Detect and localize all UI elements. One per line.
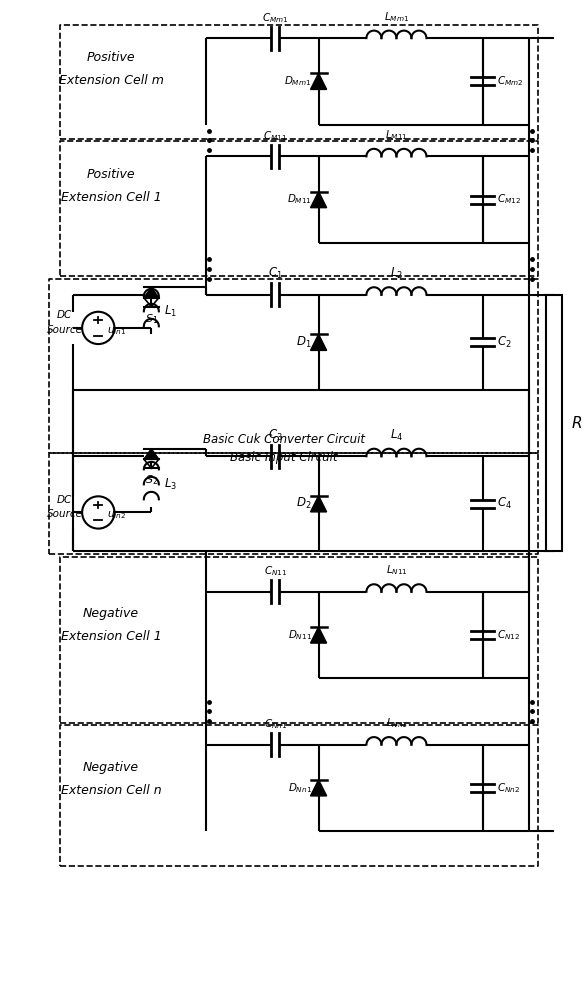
Text: $C_4$: $C_4$	[497, 496, 512, 511]
Text: Negative: Negative	[83, 607, 139, 620]
Text: $C_2$: $C_2$	[497, 335, 511, 350]
Text: $C_{Nn2}$: $C_{Nn2}$	[497, 781, 521, 795]
Text: $R$: $R$	[571, 415, 582, 431]
Text: $C_{N11}$: $C_{N11}$	[264, 565, 287, 578]
Text: $L_3$: $L_3$	[164, 477, 177, 492]
Text: $C_1$: $C_1$	[268, 266, 283, 281]
Text: Basic Input Circuit: Basic Input Circuit	[230, 451, 338, 464]
Text: $S_2$: $S_2$	[144, 473, 158, 487]
Text: $C_{Mm2}$: $C_{Mm2}$	[497, 74, 524, 88]
Polygon shape	[144, 449, 159, 459]
Text: Negative: Negative	[83, 761, 139, 774]
Text: $L_4$: $L_4$	[390, 428, 403, 443]
Text: $D_1$: $D_1$	[295, 335, 311, 350]
Text: $D_2$: $D_2$	[295, 496, 311, 511]
Text: $u_{in2}$: $u_{in2}$	[107, 509, 126, 521]
Text: $L_{Mm1}$: $L_{Mm1}$	[384, 10, 409, 24]
Text: $D_{Nn1}$: $D_{Nn1}$	[288, 781, 312, 795]
Text: $D_{M11}$: $D_{M11}$	[287, 193, 312, 206]
Text: $D_{Mm1}$: $D_{Mm1}$	[284, 74, 312, 88]
Text: $D_{N11}$: $D_{N11}$	[288, 628, 312, 642]
Text: Source: Source	[47, 325, 83, 335]
Bar	[546, 295, 562, 551]
Text: $L_{N11}$: $L_{N11}$	[386, 564, 407, 577]
Polygon shape	[311, 334, 326, 350]
Text: $C_3$: $C_3$	[268, 428, 283, 443]
Text: DC: DC	[57, 495, 73, 505]
Polygon shape	[311, 73, 326, 89]
Text: Basic Cuk Converter Circuit: Basic Cuk Converter Circuit	[203, 433, 365, 446]
Text: $L_1$: $L_1$	[164, 304, 177, 319]
Text: Extension Cell 1: Extension Cell 1	[61, 191, 161, 204]
Text: DC: DC	[57, 310, 73, 320]
Text: $C_{M12}$: $C_{M12}$	[497, 193, 521, 206]
Text: $L_2$: $L_2$	[390, 266, 403, 281]
Polygon shape	[311, 780, 326, 796]
Polygon shape	[144, 287, 159, 298]
Text: $C_{N12}$: $C_{N12}$	[497, 628, 521, 642]
Text: $C_{Mm1}$: $C_{Mm1}$	[262, 11, 288, 25]
Text: $u_{in1}$: $u_{in1}$	[107, 325, 126, 337]
Text: $L_{M11}$: $L_{M11}$	[385, 128, 408, 142]
Text: Positive: Positive	[87, 168, 135, 181]
Text: $L_{Nn1}$: $L_{Nn1}$	[386, 716, 407, 730]
Polygon shape	[311, 627, 326, 643]
Text: $C_{Nn1}$: $C_{Nn1}$	[264, 718, 287, 731]
Text: $C_{M11}$: $C_{M11}$	[263, 129, 287, 143]
Text: Extension Cell 1: Extension Cell 1	[61, 630, 161, 643]
Polygon shape	[311, 496, 326, 512]
Polygon shape	[311, 192, 326, 208]
Text: Extension Cell n: Extension Cell n	[61, 784, 161, 797]
Text: Extension Cell m: Extension Cell m	[58, 74, 163, 87]
Text: $S_1$: $S_1$	[144, 312, 158, 326]
Text: Source: Source	[47, 509, 83, 519]
Text: Positive: Positive	[87, 51, 135, 64]
